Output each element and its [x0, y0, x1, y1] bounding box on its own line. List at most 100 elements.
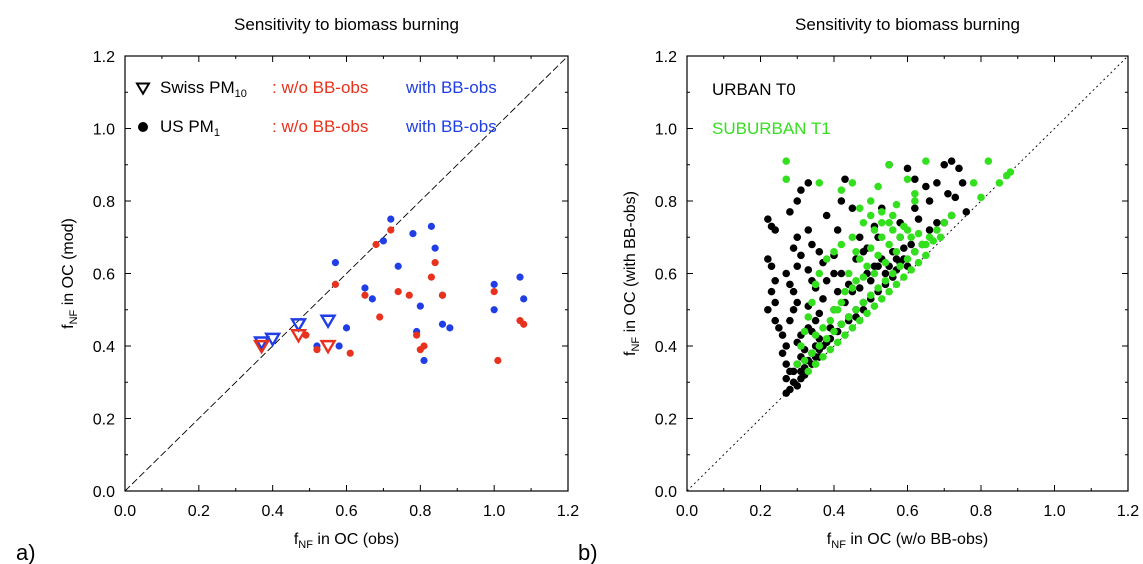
x-tick-label: 1.0: [483, 503, 505, 520]
suburban-point: [815, 269, 824, 278]
urban-point: [925, 197, 934, 205]
suburban-point: [911, 197, 919, 205]
urban-point: [837, 269, 846, 278]
blue-circle-point: [520, 295, 528, 303]
suburban-point: [889, 226, 897, 234]
suburban-point: [837, 240, 846, 249]
y-tick-label: 0.6: [93, 267, 115, 284]
one-to-one-line: [124, 55, 569, 492]
suburban-point: [815, 342, 824, 350]
suburban-point: [933, 226, 941, 234]
urban-point: [955, 164, 963, 173]
suburban-point: [896, 233, 904, 242]
x-tick-label: 0.2: [188, 503, 210, 520]
y-tick-label: 0.6: [655, 267, 677, 284]
suburban-point: [841, 331, 849, 339]
urban-point: [782, 374, 791, 383]
suburban-point: [889, 211, 897, 220]
urban-point: [778, 349, 787, 358]
suburban-point: [859, 218, 868, 227]
urban-point: [771, 226, 779, 234]
blue-circle-point: [342, 324, 351, 332]
suburban-point: [889, 269, 897, 278]
suburban-point: [969, 179, 978, 187]
suburban-point: [885, 218, 893, 227]
urban-point: [793, 197, 802, 205]
blue-triangle-point: [319, 314, 337, 330]
legend-site-label: Swiss PM10: [160, 78, 247, 100]
urban-point: [789, 367, 798, 376]
blue-circle-point: [490, 306, 498, 314]
urban-point: [947, 157, 956, 165]
urban-point: [822, 276, 831, 285]
suburban-point: [892, 200, 901, 209]
x-axis-label: fNF in OC (w/o BB-obs): [827, 531, 988, 551]
urban-point: [951, 193, 960, 202]
urban-point: [789, 244, 798, 252]
suburban-point: [1006, 168, 1015, 176]
suburban-point: [885, 240, 893, 249]
urban-point: [782, 360, 791, 368]
red-circle-point: [490, 288, 498, 296]
suburban-point: [877, 233, 886, 242]
suburban-point: [811, 280, 820, 289]
suburban-point: [892, 247, 901, 256]
blue-circle-point: [431, 244, 439, 252]
suburban-point: [907, 233, 915, 242]
red-circle-point: [346, 349, 354, 357]
blue-circle-point: [379, 237, 388, 245]
urban-point: [837, 197, 846, 205]
suburban-point: [848, 233, 857, 242]
blue-circle-point: [490, 280, 498, 288]
suburban-point: [922, 240, 930, 249]
urban-point: [789, 287, 798, 296]
y-tick-label: 1.0: [655, 122, 677, 139]
y-tick-label: 0.4: [655, 339, 677, 356]
urban-point: [911, 204, 919, 213]
suburban-point: [848, 324, 857, 332]
urban-point: [793, 382, 802, 390]
suburban-point: [914, 258, 923, 267]
suburban-point: [822, 334, 831, 343]
y-tick-label: 0.2: [93, 412, 115, 429]
suburban-point: [874, 251, 882, 260]
suburban-point: [852, 305, 860, 314]
y-tick-label: 0.0: [93, 484, 115, 501]
suburban-point: [848, 284, 857, 292]
urban-point: [804, 179, 813, 187]
suburban-point: [911, 247, 919, 256]
suburban-point: [977, 193, 985, 202]
urban-point: [815, 309, 824, 318]
x-axis-label: fNF in OC (obs): [294, 531, 399, 551]
urban-point: [848, 204, 857, 213]
urban-point: [911, 175, 919, 184]
suburban-point: [914, 229, 923, 238]
suburban-point: [877, 295, 886, 303]
suburban-point: [892, 280, 901, 289]
x-tick-label: 0.6: [335, 503, 357, 520]
suburban-point: [837, 298, 846, 307]
red-circle-point: [520, 320, 528, 328]
blue-circle-point: [368, 295, 376, 303]
suburban-point: [815, 179, 824, 187]
urban-point: [767, 287, 776, 296]
red-circle-point: [313, 346, 321, 354]
urban-point: [808, 240, 816, 249]
legend-red-label: : w/o BB-obs: [272, 78, 368, 97]
blue-circle-point: [409, 230, 417, 238]
urban-point: [764, 305, 772, 314]
suburban-point: [830, 247, 838, 256]
urban-point: [797, 186, 805, 194]
blue-triangle-point: [264, 332, 282, 348]
suburban-point: [936, 233, 945, 242]
suburban-point: [874, 182, 882, 191]
urban-point: [944, 189, 952, 198]
red-circle-point: [427, 273, 436, 281]
x-tick-label: 0.2: [749, 503, 771, 520]
urban-point: [767, 262, 776, 271]
suburban-point: [859, 273, 868, 281]
suburban-point: [870, 302, 879, 310]
red-circle-point: [387, 226, 395, 234]
suburban-point: [837, 320, 846, 329]
urban-point: [811, 316, 820, 325]
